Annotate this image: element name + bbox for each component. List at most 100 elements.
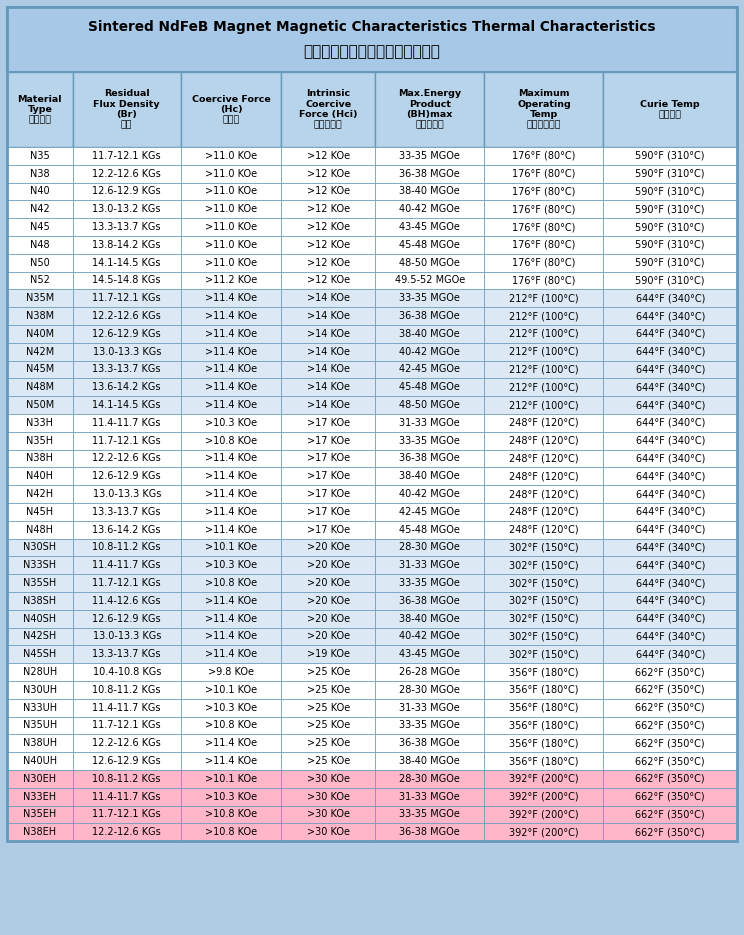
Text: 11.7-12.1 KGs: 11.7-12.1 KGs (92, 151, 161, 161)
Text: 662°F (350°C): 662°F (350°C) (635, 703, 705, 712)
Bar (7, 574, 73, 592)
Text: 烧结齄铁尴磁铁物理性能和热特性: 烧结齄铁尴磁铁物理性能和热特性 (304, 44, 440, 59)
Bar (484, 236, 603, 253)
Text: 11.7-12.1 KGs: 11.7-12.1 KGs (92, 436, 161, 446)
Bar (7, 271, 73, 290)
Bar (375, 734, 484, 752)
Text: N33UH: N33UH (23, 703, 57, 712)
Text: >14 KOe: >14 KOe (307, 347, 350, 356)
Text: 13.0-13.3 KGs: 13.0-13.3 KGs (92, 347, 161, 356)
Text: 12.6-12.9 KGs: 12.6-12.9 KGs (92, 186, 161, 196)
Text: 11.4-11.7 KGs: 11.4-11.7 KGs (92, 560, 161, 570)
Text: 176°F (80°C): 176°F (80°C) (512, 151, 576, 161)
Text: 11.4-11.7 KGs: 11.4-11.7 KGs (92, 418, 161, 428)
Text: 12.2-12.6 KGs: 12.2-12.6 KGs (92, 827, 161, 838)
Bar (281, 218, 375, 236)
Text: N35UH: N35UH (23, 721, 57, 730)
Text: 33-35 MGOe: 33-35 MGOe (400, 151, 460, 161)
Bar (281, 663, 375, 681)
Text: 剩磁: 剩磁 (121, 121, 132, 130)
Text: 11.7-12.1 KGs: 11.7-12.1 KGs (92, 810, 161, 819)
Text: 10.8-11.2 KGs: 10.8-11.2 KGs (92, 774, 161, 784)
Bar (484, 325, 603, 343)
Bar (484, 414, 603, 432)
Bar (181, 414, 281, 432)
Text: 302°F (150°C): 302°F (150°C) (509, 649, 579, 659)
Text: N38: N38 (30, 168, 50, 179)
Bar (73, 236, 181, 253)
Text: >12 KOe: >12 KOe (307, 186, 350, 196)
Text: 38-40 MGOe: 38-40 MGOe (400, 186, 460, 196)
Text: 40-42 MGOe: 40-42 MGOe (400, 631, 460, 641)
Text: >25 KOe: >25 KOe (307, 667, 350, 677)
Bar (375, 716, 484, 734)
Text: 12.6-12.9 KGs: 12.6-12.9 KGs (92, 756, 161, 766)
Text: >12 KOe: >12 KOe (307, 151, 350, 161)
Bar (375, 627, 484, 645)
Bar (181, 165, 281, 182)
Text: 13.6-14.2 KGs: 13.6-14.2 KGs (92, 525, 161, 535)
Bar (7, 521, 73, 539)
Bar (7, 147, 73, 165)
Text: 356°F (180°C): 356°F (180°C) (509, 685, 579, 695)
Text: 33-35 MGOe: 33-35 MGOe (400, 436, 460, 446)
Text: 302°F (150°C): 302°F (150°C) (509, 596, 579, 606)
Bar (484, 72, 603, 147)
Text: 12.6-12.9 KGs: 12.6-12.9 KGs (92, 329, 161, 338)
Bar (281, 147, 375, 165)
Bar (73, 698, 181, 716)
Bar (73, 824, 181, 842)
Bar (181, 681, 281, 698)
Bar (181, 663, 281, 681)
Bar (7, 236, 73, 253)
Text: >11.4 KOe: >11.4 KOe (205, 329, 257, 338)
Bar (181, 645, 281, 663)
Text: 42-45 MGOe: 42-45 MGOe (400, 365, 461, 375)
Text: 248°F (120°C): 248°F (120°C) (509, 453, 579, 464)
Text: >25 KOe: >25 KOe (307, 685, 350, 695)
Text: >11.4 KOe: >11.4 KOe (205, 382, 257, 393)
Text: 45-48 MGOe: 45-48 MGOe (400, 382, 460, 393)
Text: >11.4 KOe: >11.4 KOe (205, 400, 257, 410)
Bar (181, 361, 281, 379)
Bar (281, 290, 375, 308)
Text: 590°F (310°C): 590°F (310°C) (635, 276, 705, 285)
Text: 392°F (200°C): 392°F (200°C) (509, 792, 579, 801)
Text: >20 KOe: >20 KOe (307, 542, 350, 553)
Bar (281, 556, 375, 574)
Bar (181, 432, 281, 450)
Bar (375, 485, 484, 503)
Bar (484, 396, 603, 414)
Bar (181, 379, 281, 396)
Text: >10.3 KOe: >10.3 KOe (205, 703, 257, 712)
Bar (375, 379, 484, 396)
Text: 212°F (100°C): 212°F (100°C) (509, 311, 579, 321)
Text: 38-40 MGOe: 38-40 MGOe (400, 613, 460, 624)
Bar (7, 698, 73, 716)
Bar (281, 521, 375, 539)
Text: 644°F (340°C): 644°F (340°C) (635, 631, 705, 641)
Text: 302°F (150°C): 302°F (150°C) (509, 560, 579, 570)
Text: 176°F (80°C): 176°F (80°C) (512, 276, 576, 285)
Bar (73, 361, 181, 379)
Text: 356°F (180°C): 356°F (180°C) (509, 721, 579, 730)
Text: 644°F (340°C): 644°F (340°C) (635, 329, 705, 338)
Bar (484, 290, 603, 308)
Text: >11.2 KOe: >11.2 KOe (205, 276, 257, 285)
Text: 26-28 MGOe: 26-28 MGOe (400, 667, 461, 677)
Bar (603, 770, 737, 788)
Bar (281, 610, 375, 627)
Text: 11.7-12.1 KGs: 11.7-12.1 KGs (92, 721, 161, 730)
Text: 最大磁能积: 最大磁能积 (415, 121, 444, 130)
Bar (603, 806, 737, 824)
Text: 13.0-13.2 KGs: 13.0-13.2 KGs (92, 205, 161, 214)
Bar (181, 396, 281, 414)
Bar (484, 663, 603, 681)
Bar (603, 698, 737, 716)
Bar (7, 396, 73, 414)
Bar (603, 468, 737, 485)
Text: 33-35 MGOe: 33-35 MGOe (400, 721, 460, 730)
Bar (281, 592, 375, 610)
Text: Temp: Temp (530, 110, 558, 120)
Bar (603, 147, 737, 165)
